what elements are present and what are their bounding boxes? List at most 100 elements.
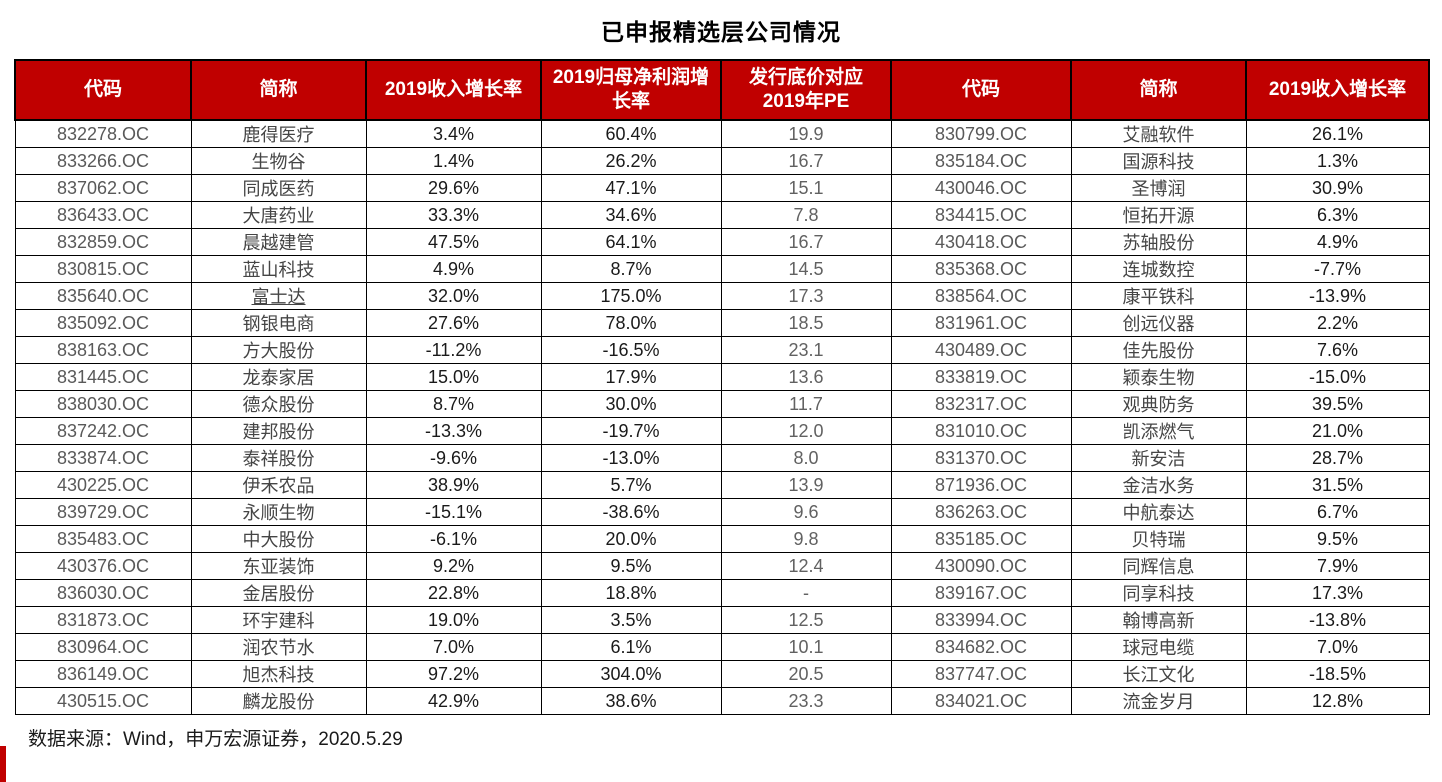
revenue-growth-cell: 1.3% xyxy=(1245,147,1430,175)
code-cell: 838163.OC xyxy=(14,336,192,364)
name-cell: 圣博润 xyxy=(1070,174,1247,202)
table-row: 833874.OC 泰祥股份 -9.6% -13.0% 8.0 831370.OC 新安洁 2… xyxy=(14,444,1430,472)
revenue-growth-cell: -15.0% xyxy=(1245,363,1430,391)
revenue-growth-cell: 7.6% xyxy=(1245,336,1430,364)
revenue-growth-cell: 7.9% xyxy=(1245,552,1430,580)
name-cell: 同成医药 xyxy=(190,174,367,202)
table-row: 837062.OC 同成医药 29.6% 47.1% 15.1 430046.OC 圣博润 3… xyxy=(14,174,1430,202)
name-cell: 翰博高新 xyxy=(1070,606,1247,634)
code-cell: 831961.OC xyxy=(890,309,1072,337)
pe-cell: 9.8 xyxy=(720,525,892,553)
table-row: 839729.OC 永顺生物 -15.1% -38.6% 9.6 836263.OC 中航泰… xyxy=(14,498,1430,526)
revenue-growth-cell: 2.2% xyxy=(1245,309,1430,337)
pe-cell: 23.3 xyxy=(720,687,892,715)
profit-growth-cell: 3.5% xyxy=(540,606,722,634)
pe-cell: 15.1 xyxy=(720,174,892,202)
code-cell: 830964.OC xyxy=(14,633,192,661)
code-cell: 835640.OC xyxy=(14,282,192,310)
name-cell: 艾融软件 xyxy=(1070,119,1247,148)
pe-cell: 18.5 xyxy=(720,309,892,337)
code-cell: 430225.OC xyxy=(14,471,192,499)
code-cell: 833874.OC xyxy=(14,444,192,472)
profit-growth-cell: 175.0% xyxy=(540,282,722,310)
revenue-growth-cell: 28.7% xyxy=(1245,444,1430,472)
name-cell: 连城数控 xyxy=(1070,255,1247,283)
pe-cell: 13.6 xyxy=(720,363,892,391)
code-cell: 835092.OC xyxy=(14,309,192,337)
name-cell: 富士达 xyxy=(190,282,367,310)
table-row: 835640.OC 富士达 32.0% 175.0% 17.3 838564.OC 康平铁科… xyxy=(14,282,1430,310)
code-cell: 831370.OC xyxy=(890,444,1072,472)
name-cell: 观典防务 xyxy=(1070,390,1247,418)
revenue-growth-cell: -6.1% xyxy=(365,525,542,553)
code-cell: 430489.OC xyxy=(890,336,1072,364)
revenue-growth-cell: 22.8% xyxy=(365,579,542,607)
code-cell: 830815.OC xyxy=(14,255,192,283)
table-row: 837242.OC 建邦股份 -13.3% -19.7% 12.0 831010.OC 凯添… xyxy=(14,417,1430,445)
revenue-growth-cell: 38.9% xyxy=(365,471,542,499)
profit-growth-cell: 60.4% xyxy=(540,119,722,148)
revenue-growth-cell: 8.7% xyxy=(365,390,542,418)
table-row: 836149.OC 旭杰科技 97.2% 304.0% 20.5 837747.OC 长江文… xyxy=(14,660,1430,688)
code-cell: 838564.OC xyxy=(890,282,1072,310)
revenue-growth-cell: -9.6% xyxy=(365,444,542,472)
data-source-note: 数据来源：Wind，申万宏源证券，2020.5.29 xyxy=(28,729,403,750)
profit-growth-cell: 17.9% xyxy=(540,363,722,391)
page-title: 已申报精选层公司情况 xyxy=(601,19,841,45)
revenue-growth-cell: 21.0% xyxy=(1245,417,1430,445)
pe-cell: 13.9 xyxy=(720,471,892,499)
table-row: 836030.OC 金居股份 22.8% 18.8% -839167.OC 同享科技 17.… xyxy=(14,579,1430,607)
name-cell: 佳先股份 xyxy=(1070,336,1247,364)
code-cell: 837242.OC xyxy=(14,417,192,445)
name-cell: 创远仪器 xyxy=(1070,309,1247,337)
profit-growth-cell: 18.8% xyxy=(540,579,722,607)
name-cell: 中航泰达 xyxy=(1070,498,1247,526)
pe-cell: 7.8 xyxy=(720,201,892,229)
name-cell: 同享科技 xyxy=(1070,579,1247,607)
name-cell: 颖泰生物 xyxy=(1070,363,1247,391)
revenue-growth-cell: 4.9% xyxy=(365,255,542,283)
table-header-row: 代码 简称 2019收入增长率 2019归母净利润增长率 发行底价对应2019年… xyxy=(14,59,1430,121)
code-cell: 430090.OC xyxy=(890,552,1072,580)
name-cell: 泰祥股份 xyxy=(190,444,367,472)
code-cell: 833819.OC xyxy=(890,363,1072,391)
code-cell: 871936.OC xyxy=(890,471,1072,499)
revenue-growth-cell: -11.2% xyxy=(365,336,542,364)
name-cell: 润农节水 xyxy=(190,633,367,661)
revenue-growth-cell: 6.7% xyxy=(1245,498,1430,526)
name-cell: 麟龙股份 xyxy=(190,687,367,715)
header-name-right: 简称 xyxy=(1070,59,1247,121)
code-cell: 835184.OC xyxy=(890,147,1072,175)
header-pe: 发行底价对应2019年PE xyxy=(720,59,892,121)
revenue-growth-cell: -7.7% xyxy=(1245,255,1430,283)
revenue-growth-cell: 1.4% xyxy=(365,147,542,175)
header-code-left: 代码 xyxy=(14,59,192,121)
code-cell: 831873.OC xyxy=(14,606,192,634)
revenue-growth-cell: 47.5% xyxy=(365,228,542,256)
pe-cell: 23.1 xyxy=(720,336,892,364)
name-cell: 大唐药业 xyxy=(190,201,367,229)
code-cell: 836263.OC xyxy=(890,498,1072,526)
table-row: 838030.OC 德众股份 8.7% 30.0% 11.7 832317.OC 观典防务 3… xyxy=(14,390,1430,418)
revenue-growth-cell: -15.1% xyxy=(365,498,542,526)
code-cell: 836433.OC xyxy=(14,201,192,229)
revenue-growth-cell: 97.2% xyxy=(365,660,542,688)
name-cell: 伊禾农品 xyxy=(190,471,367,499)
code-cell: 837062.OC xyxy=(14,174,192,202)
code-cell: 832317.OC xyxy=(890,390,1072,418)
profit-growth-cell: -13.0% xyxy=(540,444,722,472)
table-row: 430225.OC 伊禾农品 38.9% 5.7% 13.9 871936.OC 金洁水务 3… xyxy=(14,471,1430,499)
table-row: 830815.OC 蓝山科技 4.9% 8.7% 14.5 835368.OC 连城数控 -7… xyxy=(14,255,1430,283)
pe-cell: 11.7 xyxy=(720,390,892,418)
name-cell: 同辉信息 xyxy=(1070,552,1247,580)
pe-cell: 12.4 xyxy=(720,552,892,580)
revenue-growth-cell: 3.4% xyxy=(365,119,542,148)
underlined-company-name: 富士达 xyxy=(251,287,306,307)
code-cell: 430046.OC xyxy=(890,174,1072,202)
profit-growth-cell: 30.0% xyxy=(540,390,722,418)
code-cell: 430515.OC xyxy=(14,687,192,715)
revenue-growth-cell: 33.3% xyxy=(365,201,542,229)
revenue-growth-cell: 42.9% xyxy=(365,687,542,715)
name-cell: 金居股份 xyxy=(190,579,367,607)
name-cell: 龙泰家居 xyxy=(190,363,367,391)
